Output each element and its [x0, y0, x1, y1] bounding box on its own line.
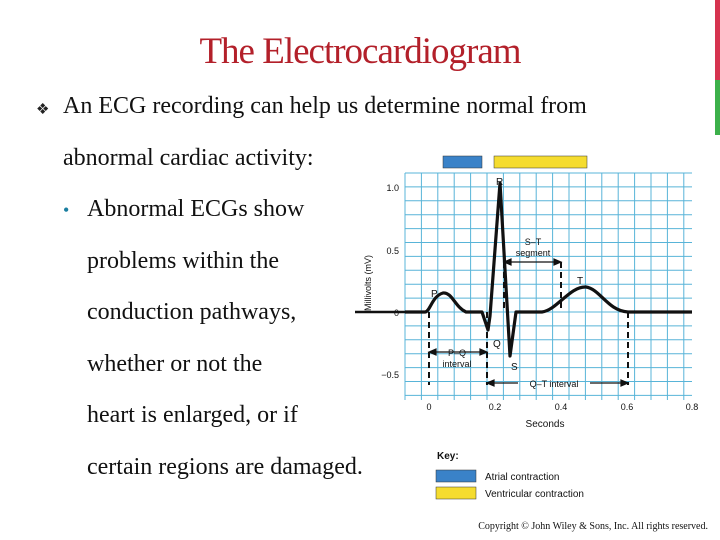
sub-bullet-line-1: Abnormal ECGs show — [87, 196, 305, 222]
st-segment-label-1: S–T — [525, 237, 542, 247]
chart-grid — [404, 172, 692, 400]
y-tick-label: −0.5 — [381, 370, 399, 380]
sub-bullet-line-5: heart is enlarged, or if — [87, 402, 298, 428]
x-tick-label: 0.6 — [621, 402, 634, 412]
wave-label-t: T — [577, 276, 583, 287]
sub-bullet-line-4: whether or not the — [87, 351, 263, 377]
y-axis-label: Millivolts (mV) — [363, 255, 373, 311]
slide-edge-red — [715, 0, 720, 80]
x-tick-labels: 0 0.2 0.4 0.6 0.8 — [426, 402, 698, 412]
sub-bullet-line-6: certain regions are damaged. — [87, 454, 363, 480]
y-tick-labels: 1.0 0.5 0 −0.5 — [381, 183, 399, 380]
x-axis-label: Seconds — [526, 419, 565, 430]
y-tick-label: 0 — [394, 308, 399, 318]
key-title: Key: — [437, 451, 459, 462]
bullet-text-line-2: abnormal cardiac activity: — [63, 145, 314, 171]
key-label-ventricular: Ventricular contraction — [485, 489, 584, 500]
x-tick-label: 0 — [426, 402, 431, 412]
ecg-figure: R P Q S T S–T segment P–Q interval Q–T i… — [355, 155, 698, 500]
x-tick-label: 0.4 — [555, 402, 568, 412]
ecg-trace — [405, 181, 692, 358]
copyright-notice: Copyright © John Wiley & Sons, Inc. All … — [478, 521, 708, 532]
pq-interval-label-2: interval — [442, 359, 471, 369]
atrial-phase-bar — [442, 155, 483, 169]
wave-label-q: Q — [493, 339, 501, 350]
y-tick-label: 0.5 — [386, 246, 399, 256]
sub-bullet-line-2: problems within the — [87, 248, 279, 274]
key-label-atrial: Atrial contraction — [485, 472, 559, 483]
x-tick-label: 0.2 — [489, 402, 502, 412]
key-swatch-ventricular — [435, 486, 477, 500]
x-tick-label: 0.8 — [686, 402, 699, 412]
bullet-text-line-1: An ECG recording can help us determine n… — [63, 93, 587, 119]
ventricular-phase-bar — [493, 155, 588, 169]
y-tick-label: 1.0 — [386, 183, 399, 193]
wave-label-r: R — [496, 177, 503, 188]
st-segment-label-2: segment — [516, 248, 551, 258]
key-swatch-atrial — [435, 469, 477, 483]
slide-edge-green — [715, 80, 720, 135]
sub-bullet-line-3: conduction pathways, — [87, 299, 297, 325]
round-bullet-icon: • — [63, 200, 70, 220]
diamond-arrow-bullet-icon: ❖ — [36, 102, 50, 118]
slide-title: The Electrocardiogram — [199, 31, 521, 72]
pq-interval-label-1: P–Q — [448, 348, 466, 358]
wave-label-s: S — [511, 362, 518, 373]
wave-label-p: P — [431, 289, 438, 300]
qt-interval-label: Q–T interval — [530, 379, 579, 389]
